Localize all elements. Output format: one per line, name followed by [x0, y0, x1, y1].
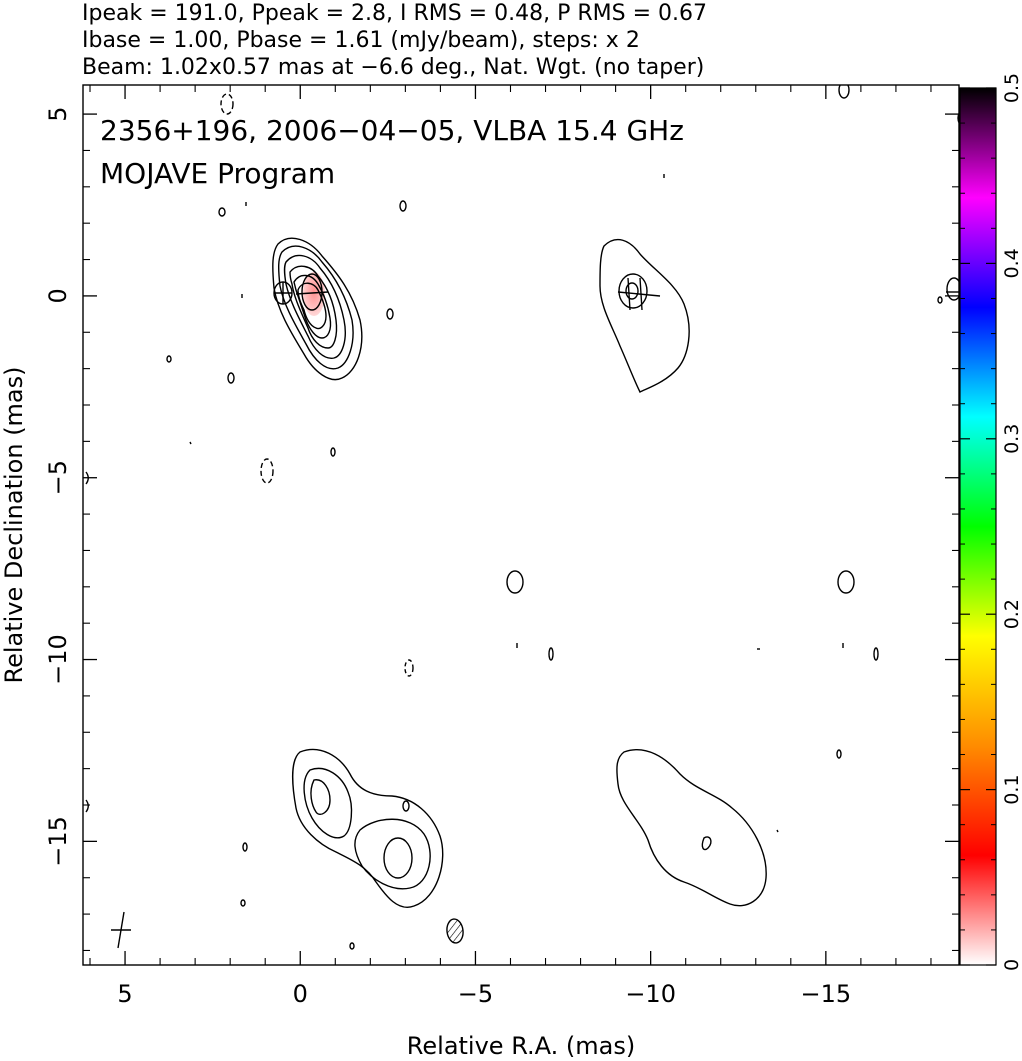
beam-ellipse	[446, 918, 464, 944]
x-tick-label: 0	[293, 980, 308, 1008]
plot-title-line-2: MOJAVE Program	[100, 157, 335, 190]
y-tick-label: −15	[44, 816, 72, 867]
colorbar-tick-label: 0.1	[1001, 774, 1022, 804]
header-line-1: Ipeak = 191.0, Ppeak = 2.8, I RMS = 0.48…	[82, 1, 707, 26]
x-tick-label: 5	[117, 980, 132, 1008]
x-tick-label: −10	[625, 980, 676, 1008]
y-tick-label: −5	[44, 460, 72, 495]
x-tick-label: −5	[458, 980, 493, 1008]
colorbar-tick-label: 0.4	[1001, 248, 1022, 278]
x-axis-label: Relative R.A. (mas)	[407, 1032, 635, 1060]
plot-frame	[82, 84, 960, 966]
y-tick-label: 5	[44, 106, 72, 121]
y-axis-label: Relative Declination (mas)	[0, 366, 28, 683]
colorbar: 0 0.1 0.2 0.3 0.4 0.5	[959, 73, 1022, 971]
colorbar-tick-label: 0	[1001, 959, 1022, 971]
header-line-2: Ibase = 1.00, Pbase = 1.61 (mJy/beam), s…	[82, 28, 640, 53]
plot-title-line-1: 2356+196, 2006−04−05, VLBA 15.4 GHz	[100, 114, 684, 147]
header-line-3: Beam: 1.02x0.57 mas at −6.6 deg., Nat. W…	[82, 55, 704, 80]
x-tick-label: −15	[801, 980, 852, 1008]
colorbar-tick-label: 0.5	[1001, 73, 1022, 103]
contour-map	[85, 85, 959, 950]
colorbar-tick-label: 0.3	[1001, 424, 1022, 454]
y-tick-label: 0	[44, 288, 72, 303]
colorbar-tick-label: 0.2	[1001, 599, 1022, 629]
y-tick-label: −10	[44, 634, 72, 685]
